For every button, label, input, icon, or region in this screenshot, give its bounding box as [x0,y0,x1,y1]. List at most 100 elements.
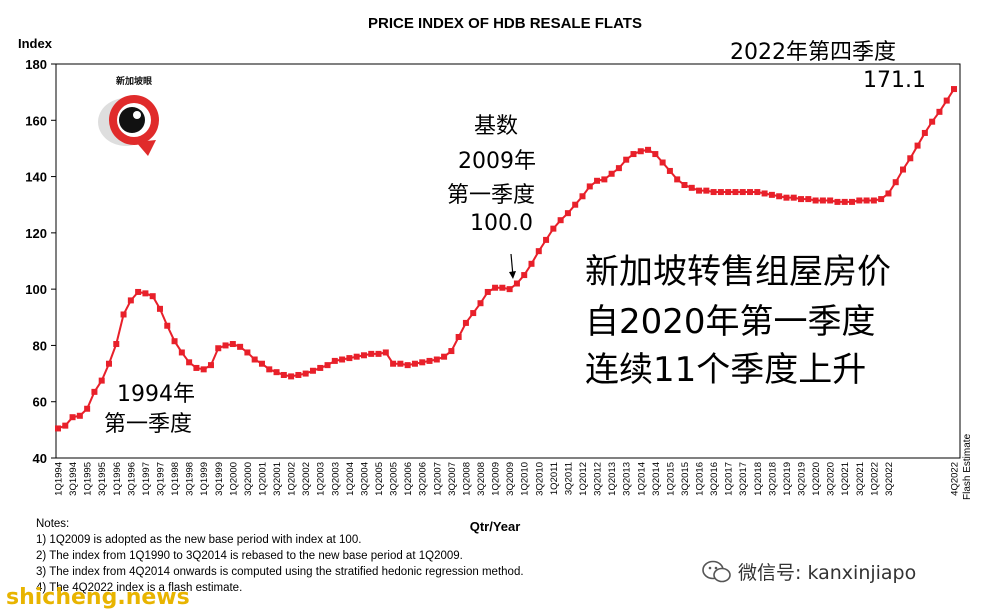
data-point [739,189,746,196]
annotation-base-line1: 基数 [474,114,519,139]
x-tick-label: 3Q2009 [505,462,516,496]
data-point [91,388,98,395]
x-tick-label: 1Q2004 [345,462,356,496]
data-point [586,183,593,190]
data-point [637,148,644,155]
data-point [295,371,302,378]
series-markers [55,86,957,432]
note-item-3: 3) The index from 4Q2014 onwards is comp… [36,566,524,578]
notes-block: Notes: 1) 1Q2009 is adopted as the new b… [36,516,524,596]
data-point [929,118,936,125]
plot-frame [55,63,961,459]
y-tick-label: 160 [25,113,47,128]
data-point [543,236,550,243]
x-tick-label: 3Q2011 [563,462,574,495]
data-point [652,151,659,158]
data-point [55,425,61,432]
x-tick-label: 3Q1998 [185,462,196,496]
note-item-1: 1) 1Q2009 is adopted as the new base per… [36,534,362,546]
data-point [812,197,819,204]
base-arrowhead [509,271,516,279]
x-tick-label: 3Q2001 [272,462,283,496]
data-point [834,198,841,205]
data-point [455,333,462,340]
data-point [288,373,295,380]
x-tick-label: 1Q2021 [840,462,851,496]
data-point [717,189,724,196]
flash-estimate-label: Flash Estimate [962,433,973,500]
data-point [273,369,280,376]
data-point [907,155,914,162]
data-point [535,248,542,255]
data-point [645,146,652,153]
data-point [397,360,404,367]
data-point [710,189,717,196]
x-tick-label: 1Q1999 [199,462,210,496]
data-point [215,345,222,352]
data-point [353,353,360,360]
data-point [754,189,761,196]
data-point [819,197,826,204]
data-point [914,142,921,149]
x-tick-label: 1Q2000 [228,462,239,496]
x-axis: 1Q1994 3Q1994 1Q1995 3Q1995 1Q1996 3Q1996 1Q19… [54,462,961,496]
data-point [426,357,433,364]
x-tick-label: 1Q2014 [636,462,647,496]
data-point [62,422,69,429]
x-tick-label: 1Q2005 [374,462,385,496]
data-point [360,352,367,359]
x-tick-label: 1Q1994 [54,462,65,496]
data-point [127,297,134,304]
x-tick-label: 3Q1999 [214,462,225,496]
data-point [659,159,666,166]
data-point [419,359,426,366]
data-point [448,348,455,355]
x-tick-label: 3Q2021 [855,462,866,496]
data-point [892,179,899,186]
y-tick-label: 180 [25,57,47,72]
data-point [776,193,783,200]
x-tick-label: 3Q2015 [680,462,691,496]
data-point [178,349,185,356]
data-point [280,371,287,378]
data-point [841,198,848,205]
headline-line3: 连续11个季度上升 [585,350,867,390]
annotation-base-line3: 第一季度 [447,183,536,208]
x-tick-label: 1Q2008 [461,462,472,496]
data-point [477,300,484,307]
data-point [951,86,957,93]
data-point [827,197,834,204]
x-tick-label: 3Q2020 [826,462,837,496]
site-watermark: shicheng.news [6,585,190,610]
x-tick-label: 3Q2014 [651,462,662,496]
data-point [84,405,91,412]
data-point [761,190,768,197]
data-point [783,194,790,201]
x-tick-label: 3Q2007 [447,462,458,496]
data-point [346,355,353,362]
x-tick-label: 1Q1996 [112,462,123,496]
x-tick-label: 1Q2022 [869,462,880,496]
annotation-end-value: 171.1 [863,68,926,93]
data-point [623,156,630,163]
notes-heading: Notes: [36,518,70,530]
data-point [390,360,397,367]
data-point [258,360,265,367]
x-tick-label: 3Q2008 [476,462,487,496]
x-tick-label: 1Q2006 [403,462,414,496]
x-axis-label: Qtr/Year [470,519,521,534]
data-point [921,129,928,136]
data-point [368,350,375,357]
x-tick-label: 3Q2016 [709,462,720,496]
data-point [171,338,178,345]
y-tick-label: 80 [33,338,47,353]
note-item-4: 4) The 4Q2022 index is a flash estimate. [36,582,243,594]
x-tick-label: 1Q2019 [782,462,793,496]
data-point [302,370,309,377]
y-tick-label: 120 [25,226,47,241]
data-point [936,108,943,115]
data-point [608,170,615,177]
data-point [135,288,142,295]
x-tick-label: 3Q2002 [301,462,312,496]
x-tick-label: 3Q1996 [126,462,137,496]
